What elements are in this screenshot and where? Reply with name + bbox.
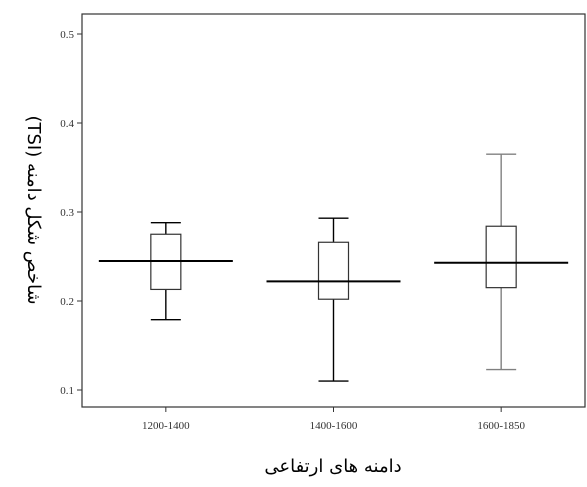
iqr-box: [317, 241, 350, 300]
y-tick-label: 0.2: [60, 296, 74, 308]
y-axis: 0.1 0.2 0.3 0.4 0.5: [60, 29, 82, 397]
y-tick-label: 0.3: [60, 207, 74, 219]
box-1200-1400: [98, 221, 233, 321]
x-axis: 1200-1400 1400-1600 1600-1850: [142, 407, 525, 432]
box-1600-1850: [434, 153, 569, 371]
x-tick-label: 1400-1600: [310, 420, 358, 432]
x-tick-label: 1600-1850: [477, 420, 525, 432]
boxes-group: [98, 153, 569, 382]
y-tick-label: 0.5: [60, 29, 74, 41]
iqr-box: [485, 225, 517, 289]
x-axis-title: دامنه های ارتفاعی: [264, 456, 401, 477]
box-1400-1600: [266, 217, 401, 382]
y-tick-label: 0.1: [60, 385, 74, 397]
y-tick-label: 0.4: [60, 118, 74, 130]
y-axis-title: شاخص شکل دامنه (TSI): [23, 115, 44, 304]
x-tick-label: 1200-1400: [142, 420, 190, 432]
